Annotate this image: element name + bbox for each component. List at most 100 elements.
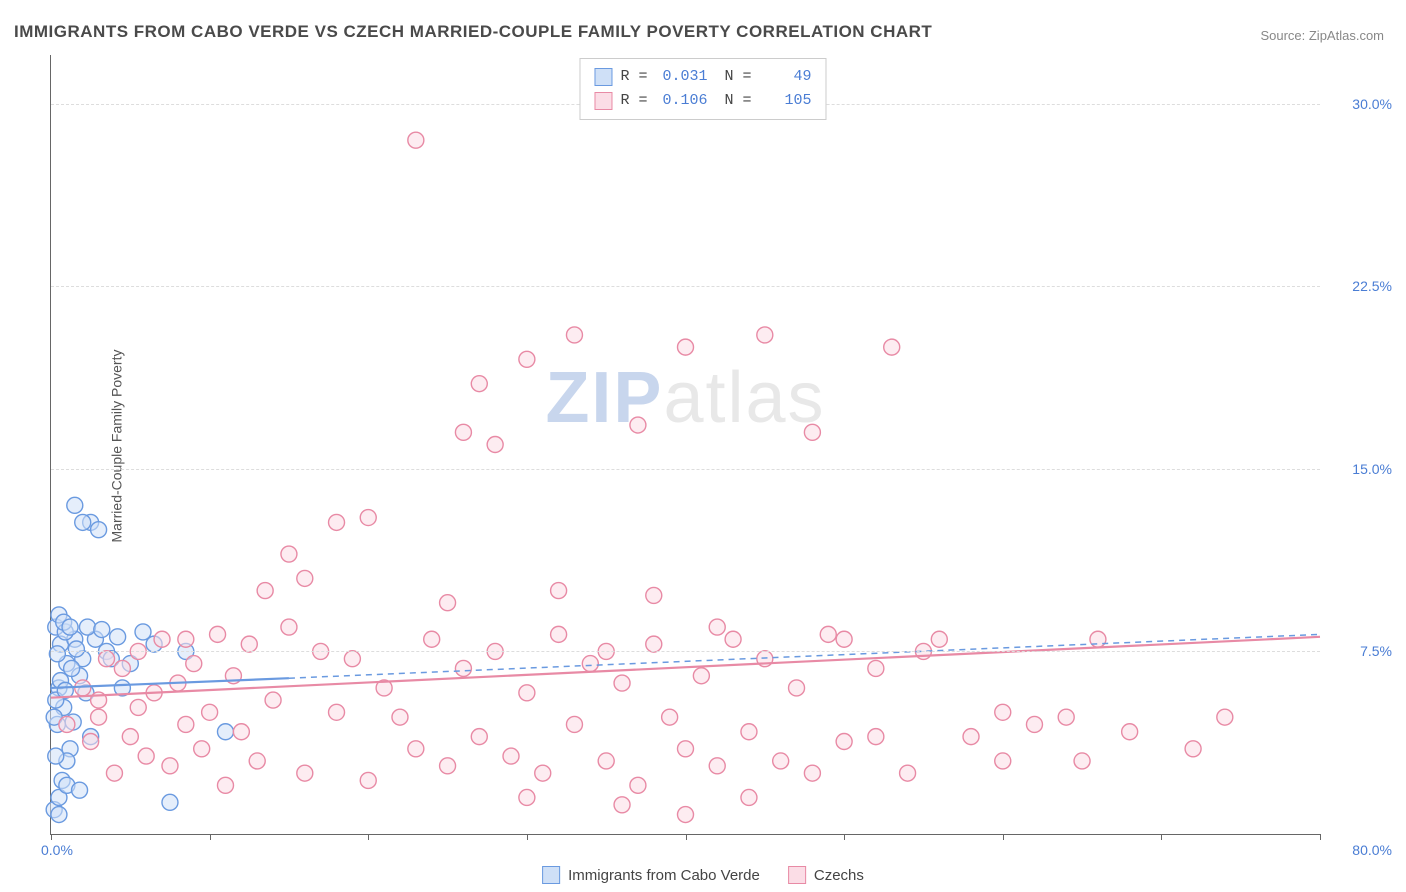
- data-point-czechs: [99, 651, 115, 667]
- data-point-czechs: [408, 132, 424, 148]
- data-point-cabo_verde: [91, 522, 107, 538]
- data-point-cabo_verde: [67, 497, 83, 513]
- data-point-czechs: [836, 733, 852, 749]
- data-point-czechs: [257, 583, 273, 599]
- x-axis-max-label: 80.0%: [1352, 842, 1392, 858]
- n-value-czechs: 105: [760, 89, 812, 113]
- gridline: [51, 651, 1320, 652]
- data-point-czechs: [329, 704, 345, 720]
- data-point-czechs: [662, 709, 678, 725]
- data-point-czechs: [678, 741, 694, 757]
- data-point-czechs: [566, 327, 582, 343]
- data-point-czechs: [178, 716, 194, 732]
- data-point-czechs: [91, 709, 107, 725]
- x-tick: [527, 834, 528, 840]
- data-point-czechs: [582, 656, 598, 672]
- data-point-czechs: [931, 631, 947, 647]
- y-tick-label: 7.5%: [1360, 643, 1392, 659]
- data-point-czechs: [210, 626, 226, 642]
- data-point-czechs: [1185, 741, 1201, 757]
- data-point-czechs: [551, 583, 567, 599]
- data-point-czechs: [551, 626, 567, 642]
- data-point-czechs: [709, 758, 725, 774]
- n-label: N =: [716, 89, 752, 113]
- data-point-czechs: [804, 765, 820, 781]
- data-point-czechs: [836, 631, 852, 647]
- data-point-czechs: [360, 772, 376, 788]
- chart-title: IMMIGRANTS FROM CABO VERDE VS CZECH MARR…: [14, 22, 932, 42]
- data-point-czechs: [1090, 631, 1106, 647]
- x-axis-min-label: 0.0%: [41, 842, 73, 858]
- stats-row-cabo-verde: R = 0.031 N = 49: [594, 65, 811, 89]
- data-point-czechs: [519, 351, 535, 367]
- data-point-czechs: [114, 660, 130, 676]
- scatter-plot-svg: [51, 55, 1320, 834]
- legend-swatch-czechs: [788, 866, 806, 884]
- data-point-czechs: [178, 631, 194, 647]
- data-point-czechs: [503, 748, 519, 764]
- data-point-czechs: [741, 789, 757, 805]
- data-point-czechs: [440, 595, 456, 611]
- data-point-czechs: [884, 339, 900, 355]
- data-point-czechs: [440, 758, 456, 774]
- data-point-czechs: [471, 376, 487, 392]
- data-point-czechs: [154, 631, 170, 647]
- data-point-czechs: [1026, 716, 1042, 732]
- data-point-czechs: [233, 724, 249, 740]
- data-point-cabo_verde: [62, 619, 78, 635]
- x-tick: [368, 834, 369, 840]
- data-point-czechs: [241, 636, 257, 652]
- data-point-czechs: [1217, 709, 1233, 725]
- data-point-czechs: [566, 716, 582, 732]
- data-point-czechs: [360, 510, 376, 526]
- legend-item-cabo-verde: Immigrants from Cabo Verde: [542, 866, 760, 884]
- data-point-czechs: [614, 797, 630, 813]
- data-point-czechs: [281, 619, 297, 635]
- data-point-czechs: [535, 765, 551, 781]
- data-point-czechs: [424, 631, 440, 647]
- data-point-czechs: [868, 729, 884, 745]
- data-point-czechs: [820, 626, 836, 642]
- data-point-czechs: [344, 651, 360, 667]
- data-point-czechs: [773, 753, 789, 769]
- x-tick: [1003, 834, 1004, 840]
- data-point-czechs: [297, 570, 313, 586]
- series-legend: Immigrants from Cabo Verde Czechs: [542, 866, 864, 884]
- x-tick: [686, 834, 687, 840]
- r-label: R =: [620, 89, 647, 113]
- data-point-czechs: [471, 729, 487, 745]
- swatch-cabo-verde: [594, 68, 612, 86]
- data-point-cabo_verde: [217, 724, 233, 740]
- legend-swatch-cabo-verde: [542, 866, 560, 884]
- data-point-czechs: [455, 424, 471, 440]
- data-point-czechs: [202, 704, 218, 720]
- x-tick: [844, 834, 845, 840]
- x-tick: [1320, 834, 1321, 840]
- trend-line-cabo-verde-ext: [289, 634, 1320, 678]
- data-point-czechs: [693, 668, 709, 684]
- y-tick-label: 22.5%: [1352, 278, 1392, 294]
- data-point-czechs: [1058, 709, 1074, 725]
- data-point-czechs: [646, 587, 662, 603]
- data-point-czechs: [249, 753, 265, 769]
- x-tick: [1161, 834, 1162, 840]
- data-point-czechs: [1074, 753, 1090, 769]
- data-point-cabo_verde: [51, 807, 67, 823]
- data-point-cabo_verde: [75, 514, 91, 530]
- data-point-czechs: [265, 692, 281, 708]
- data-point-czechs: [138, 748, 154, 764]
- data-point-czechs: [455, 660, 471, 676]
- data-point-czechs: [995, 753, 1011, 769]
- y-tick-label: 30.0%: [1352, 96, 1392, 112]
- data-point-czechs: [995, 704, 1011, 720]
- data-point-czechs: [162, 758, 178, 774]
- gridline: [51, 469, 1320, 470]
- data-point-czechs: [130, 699, 146, 715]
- r-value-cabo-verde: 0.031: [656, 65, 708, 89]
- x-tick: [210, 834, 211, 840]
- data-point-czechs: [281, 546, 297, 562]
- y-tick-label: 15.0%: [1352, 461, 1392, 477]
- legend-label-czechs: Czechs: [814, 867, 864, 884]
- data-point-czechs: [217, 777, 233, 793]
- data-point-czechs: [487, 437, 503, 453]
